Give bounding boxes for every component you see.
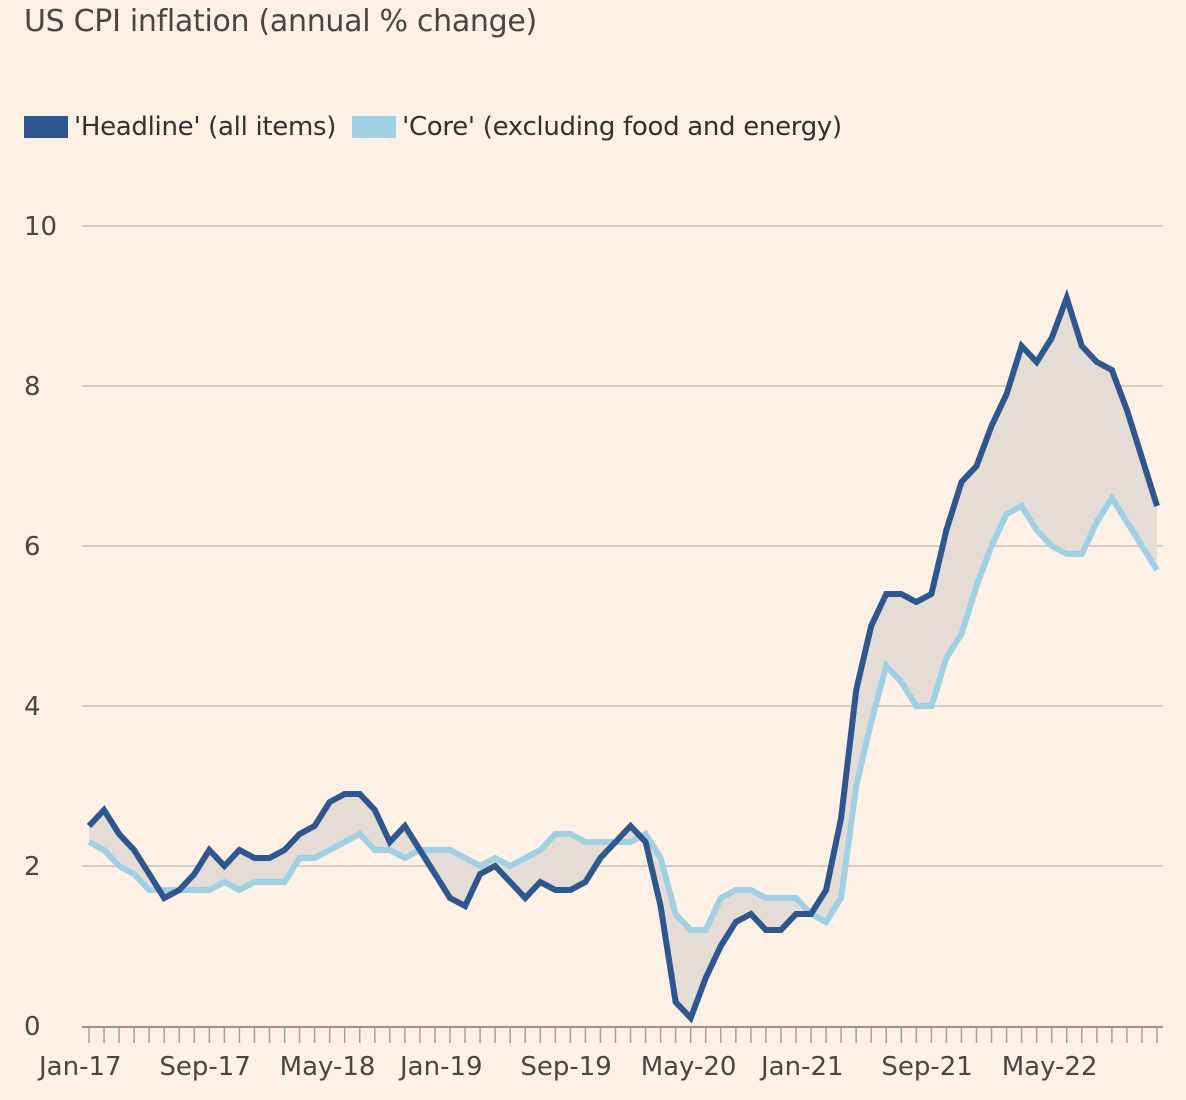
y-tick-label: 10 xyxy=(24,212,57,242)
y-tick-label: 6 xyxy=(24,532,41,562)
x-tick-label: Sep-21 xyxy=(881,1052,972,1082)
legend-item-headline: 'Headline' (all items) xyxy=(24,112,336,142)
gridlines xyxy=(82,225,1163,867)
chart-title: US CPI inflation (annual % change) xyxy=(24,4,537,39)
series-line-core xyxy=(87,492,1160,933)
x-axis: Jan-17 Sep-17 May-18 Jan-19 Sep-19 May-20 Jan-… xyxy=(37,1026,1163,1082)
y-axis: 0 2 4 6 8 10 xyxy=(24,212,57,1042)
chart-legend: 'Headline' (all items) 'Core' (excluding… xyxy=(24,112,858,142)
x-tick-label: Sep-19 xyxy=(520,1052,611,1082)
fill-between-area xyxy=(89,298,1157,1018)
legend-swatch-headline xyxy=(24,116,68,138)
x-tick-label: May-22 xyxy=(1002,1052,1098,1082)
legend-label-headline: 'Headline' (all items) xyxy=(74,112,337,142)
x-tick-label: Jan-19 xyxy=(398,1052,483,1082)
y-tick-label: 8 xyxy=(24,372,41,402)
series-line-headline xyxy=(86,288,1160,1024)
x-tick-label: Sep-17 xyxy=(159,1052,250,1082)
y-tick-label: 4 xyxy=(24,692,41,722)
y-tick-label: 2 xyxy=(24,852,41,882)
legend-label-core: 'Core' (excluding food and energy) xyxy=(402,112,842,142)
x-tick-label: Jan-17 xyxy=(37,1052,122,1082)
fill-between-headline-core xyxy=(89,298,1157,1018)
legend-item-core: 'Core' (excluding food and energy) xyxy=(352,112,842,142)
y-tick-label: 0 xyxy=(24,1012,41,1042)
x-tick-label: May-20 xyxy=(641,1052,737,1082)
x-tick-label: May-18 xyxy=(280,1052,376,1082)
series-lines xyxy=(86,288,1160,1024)
legend-swatch-core xyxy=(352,116,397,138)
x-tick-label: Jan-21 xyxy=(759,1052,844,1082)
